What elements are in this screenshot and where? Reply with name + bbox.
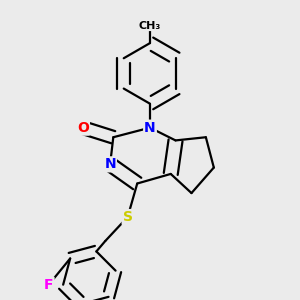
Text: N: N (144, 121, 156, 135)
Text: CH₃: CH₃ (139, 20, 161, 31)
Text: O: O (77, 121, 89, 135)
Text: F: F (44, 278, 53, 292)
Text: N: N (104, 158, 116, 171)
Text: S: S (123, 210, 133, 224)
